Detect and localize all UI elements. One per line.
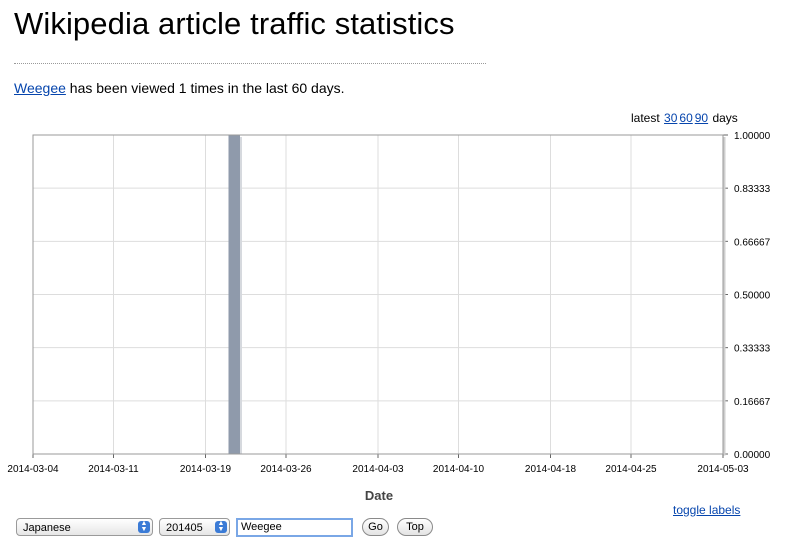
range-prefix: latest — [631, 111, 660, 125]
range-selector: latest 30 60 90 days — [631, 111, 738, 125]
title-divider — [14, 63, 486, 64]
y-tick-label: 0.16667 — [734, 397, 771, 408]
x-tick-label: 2014-05-03 — [697, 464, 749, 475]
view-summary: Weegee has been viewed 1 times in the la… — [14, 80, 345, 96]
x-tick-label: 2014-04-03 — [352, 464, 404, 475]
y-tick-label: 0.50000 — [734, 291, 771, 302]
x-tick-label: 2014-03-26 — [260, 464, 312, 475]
x-tick-label: 2014-04-25 — [605, 464, 657, 475]
toggle-labels-link[interactable]: toggle labels — [673, 503, 741, 517]
x-tick-label: 2014-03-04 — [7, 464, 59, 475]
traffic-chart: 2014-03-04 2014-03-11 2014-03-19 2014-03-26… — [7, 131, 771, 503]
page-title: Wikipedia article traffic statistics — [14, 6, 455, 41]
month-select[interactable]: 201405 ▲ ▼ — [159, 518, 230, 536]
article-link[interactable]: Weegee — [14, 80, 66, 96]
x-tick-label: 2014-04-10 — [433, 464, 485, 475]
select-arrows-icon: ▲ ▼ — [138, 520, 150, 533]
x-tick-label: 2014-03-19 — [180, 464, 232, 475]
range-30-link[interactable]: 30 — [664, 111, 678, 125]
bar — [228, 135, 240, 454]
month-select-value: 201405 — [166, 522, 203, 534]
plot-frame — [32, 134, 724, 455]
language-select-value: Japanese — [23, 522, 71, 534]
article-input[interactable]: Weegee — [236, 518, 353, 537]
y-tick-label: 0.83333 — [734, 184, 771, 195]
range-60-link[interactable]: 60 — [679, 111, 693, 125]
x-tick-label: 2014-04-18 — [525, 464, 577, 475]
range-suffix: days — [712, 111, 738, 125]
select-arrows-icon: ▲ ▼ — [215, 520, 227, 533]
y-tick-label: 0.66667 — [734, 237, 771, 248]
summary-text: has been viewed 1 times in the last 60 d… — [69, 80, 345, 96]
top-button[interactable]: Top — [397, 518, 433, 536]
y-tick-label: 0.33333 — [734, 344, 771, 355]
language-select[interactable]: Japanese ▲ ▼ — [16, 518, 153, 536]
x-tick-label: 2014-03-11 — [88, 464, 139, 475]
y-tick-label: 1.00000 — [734, 131, 771, 142]
go-button[interactable]: Go — [362, 518, 389, 536]
x-axis-label: Date — [365, 488, 393, 503]
range-90-link[interactable]: 90 — [694, 111, 709, 125]
y-tick-label: 0.00000 — [734, 450, 771, 461]
